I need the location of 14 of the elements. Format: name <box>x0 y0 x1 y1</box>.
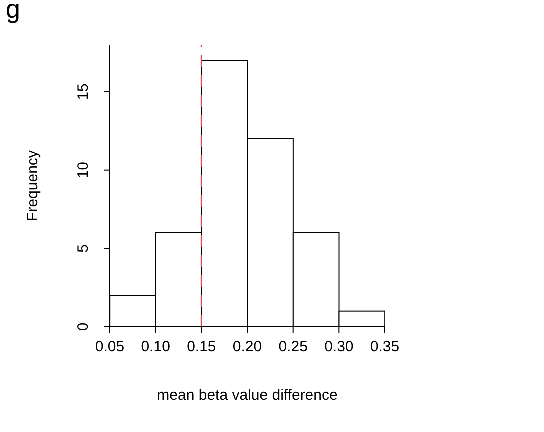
x-tick-label: 0.20 <box>232 338 262 356</box>
x-tick-label: 0.15 <box>187 338 216 356</box>
y-tick-label: 0 <box>75 322 92 332</box>
y-tick-label: 10 <box>75 162 92 179</box>
x-tick-label: 0.10 <box>141 338 170 356</box>
y-tick-label: 15 <box>75 84 92 100</box>
x-axis-title: mean beta value difference <box>157 387 338 404</box>
text: g <box>6 0 20 25</box>
y-tick-label: 5 <box>75 244 92 253</box>
x-tick-label: 0.05 <box>95 338 125 356</box>
x-tick-label: 0.35 <box>370 338 400 356</box>
y-axis-title: Frequency <box>24 150 42 222</box>
x-tick-label: 0.30 <box>324 338 354 356</box>
x-tick-label: 0.25 <box>278 338 308 356</box>
